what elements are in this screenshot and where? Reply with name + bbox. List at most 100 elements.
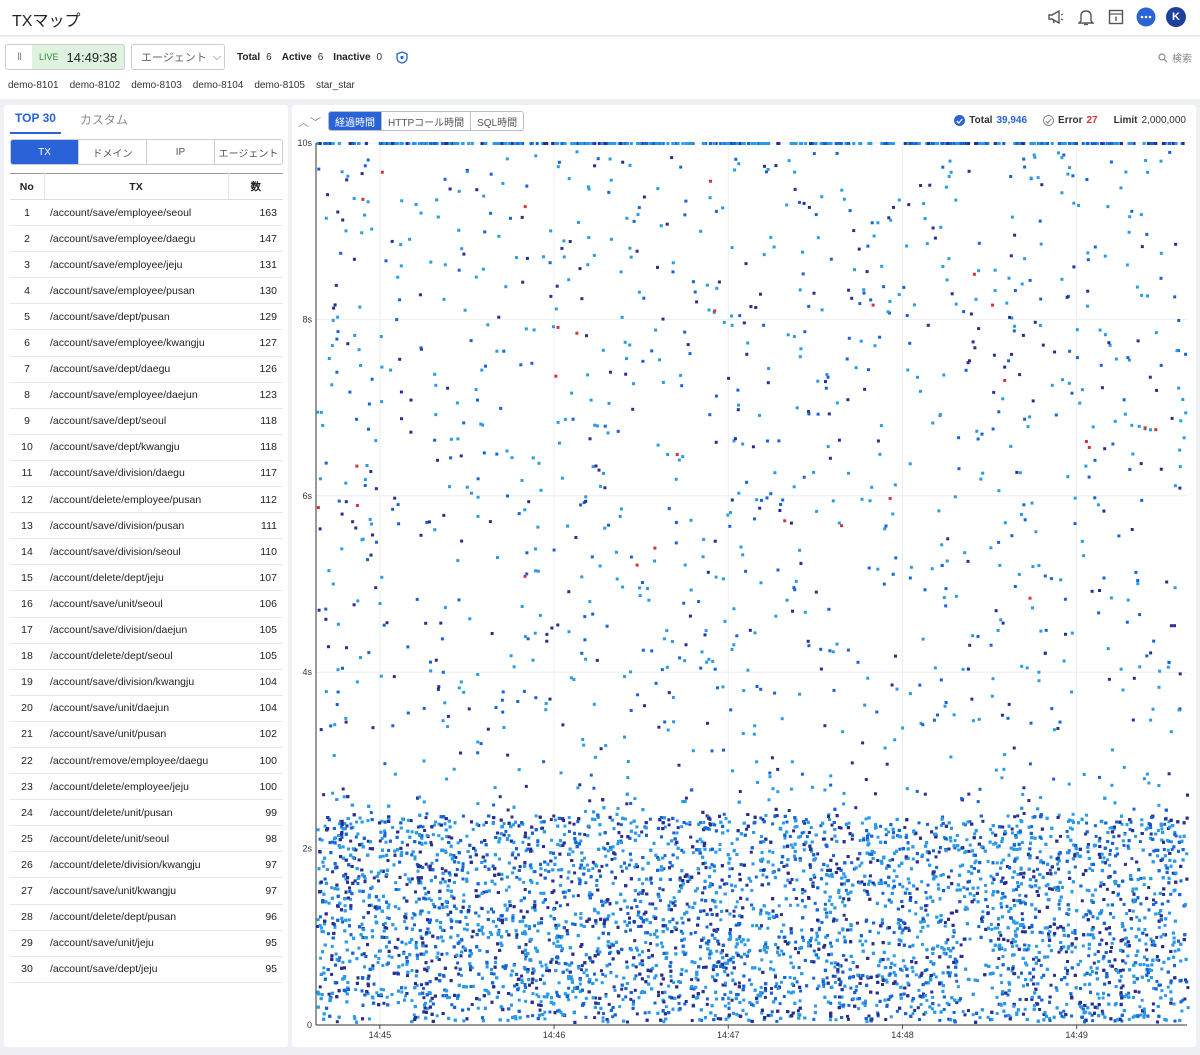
table-row[interactable]: 17/account/save/division/daejun 105: [10, 617, 283, 644]
tx-point: [403, 920, 407, 924]
table-row[interactable]: 8/account/save/employee/daejun 123: [10, 382, 283, 409]
search-button[interactable]: 検索: [1158, 50, 1192, 65]
column-header-count[interactable]: 数: [228, 173, 283, 200]
tx-point: [1151, 1009, 1155, 1013]
tx-point: [727, 1015, 731, 1019]
table-row[interactable]: 1/account/save/employee/seoul 163: [10, 199, 283, 227]
table-row[interactable]: 5/account/save/dept/pusan 129: [10, 303, 283, 331]
tx-point: [771, 850, 775, 854]
table-row[interactable]: 30/account/save/dept/jeju 95: [10, 956, 283, 983]
table-row[interactable]: 15/account/delete/dept/jeju 107: [10, 564, 283, 592]
table-row[interactable]: 3/account/save/employee/jeju 131: [10, 251, 283, 279]
tx-point: [630, 906, 634, 910]
tx-point: [921, 916, 925, 920]
mode-http-call[interactable]: HTTPコール時間: [382, 112, 472, 130]
table-row[interactable]: 26/account/delete/division/kwangju 97: [10, 851, 283, 879]
agent-dropdown[interactable]: エージェント ⌵: [131, 44, 225, 70]
table-row[interactable]: 7/account/save/dept/daegu 126: [10, 356, 283, 383]
agent-tag[interactable]: demo-8105: [254, 80, 305, 91]
agent-tag[interactable]: demo-8101: [8, 80, 59, 91]
table-row[interactable]: 9/account/save/dept/seoul 118: [10, 408, 283, 435]
tx-point: [1001, 955, 1005, 958]
table-row[interactable]: 18/account/delete/dept/seoul 105: [10, 643, 283, 670]
table-row[interactable]: 4/account/save/employee/pusan 130: [10, 277, 283, 305]
segment-domain[interactable]: ドメイン: [79, 140, 147, 164]
tx-point: [885, 980, 889, 984]
tx-point: [892, 869, 896, 873]
tx-point: [968, 820, 972, 824]
avatar[interactable]: K: [1166, 7, 1186, 27]
check-icon[interactable]: [954, 115, 966, 126]
tx-point: [917, 821, 921, 825]
table-row[interactable]: 6/account/save/employee/kwangju 127: [10, 329, 283, 357]
table-row[interactable]: 23/account/delete/employee/jeju 100: [10, 773, 283, 801]
segment-ip[interactable]: IP: [147, 140, 215, 164]
column-header-no[interactable]: No: [10, 173, 45, 200]
table-row[interactable]: 20/account/save/unit/daejun 104: [10, 695, 283, 722]
live-control[interactable]: II LIVE 14:49:38: [5, 44, 125, 70]
agent-tag[interactable]: star_star: [315, 80, 355, 91]
column-header-tx[interactable]: TX: [44, 173, 229, 200]
shield-icon[interactable]: [396, 51, 408, 64]
tx-point: [1000, 905, 1004, 909]
tx-point: [759, 868, 763, 872]
tx-point: [1163, 923, 1167, 927]
chat-icon[interactable]: [1136, 6, 1156, 28]
tx-point: [770, 987, 773, 990]
table-row[interactable]: 13/account/save/division/pusan 111: [10, 512, 283, 540]
mode-elapsed[interactable]: 経過時間: [329, 112, 382, 130]
table-row[interactable]: 14/account/save/division/seoul 110: [10, 538, 283, 566]
agent-tag[interactable]: demo-8103: [131, 80, 182, 91]
table-row[interactable]: 25/account/delete/unit/seoul 98: [10, 825, 283, 853]
table-row[interactable]: 10/account/save/dept/kwangju 118: [10, 434, 283, 461]
table-row[interactable]: 12/account/delete/employee/pusan 112: [10, 486, 283, 514]
tx-point: [1147, 979, 1151, 983]
tx-point: [471, 827, 475, 831]
tx-point: [445, 835, 449, 838]
tx-point: [1032, 957, 1035, 961]
tx-point: [909, 1005, 913, 1009]
tx-point: [446, 888, 450, 892]
agent-tag[interactable]: demo-8104: [192, 80, 244, 91]
mode-sql[interactable]: SQL時間: [477, 117, 518, 129]
segment-tx[interactable]: TX: [11, 140, 79, 164]
tx-point: [860, 861, 864, 865]
tx-point: [377, 879, 380, 883]
tx-point: [375, 991, 379, 995]
tx-point: [549, 818, 553, 822]
table-row[interactable]: 19/account/save/division/kwangju 104: [10, 669, 283, 696]
table-row[interactable]: 29/account/save/unit/jeju 95: [10, 930, 283, 957]
tx-point: [1094, 834, 1098, 838]
tx-point: [611, 881, 615, 885]
table-row[interactable]: 16/account/save/unit/seoul 106: [10, 590, 283, 618]
tx-point: [716, 927, 720, 931]
table-row[interactable]: 27/account/save/unit/kwangju 97: [10, 877, 283, 905]
tx-point: [628, 921, 631, 925]
tx-point: [1040, 931, 1044, 935]
tx-point: [844, 888, 848, 892]
tx-point: [764, 814, 768, 817]
segment-agent[interactable]: エージェント: [218, 148, 279, 160]
megaphone-icon[interactable]: [1046, 6, 1066, 28]
table-row[interactable]: 11/account/save/division/daegu 117: [10, 460, 283, 488]
bell-icon[interactable]: [1076, 6, 1096, 28]
table-row[interactable]: 21/account/save/unit/pusan 102: [10, 721, 283, 748]
tx-point: [684, 1000, 688, 1003]
tab-top30[interactable]: TOP 30: [10, 111, 61, 134]
error-check-icon[interactable]: [1043, 115, 1055, 126]
tx-point: [701, 891, 705, 895]
table-row[interactable]: 28/account/delete/dept/pusan 96: [10, 904, 283, 931]
notice-icon[interactable]: [1106, 6, 1126, 28]
pause-icon[interactable]: II: [16, 51, 22, 63]
table-row[interactable]: 22/account/remove/employee/daegu 100: [10, 747, 283, 775]
tx-point: [1065, 912, 1069, 916]
tx-point: [1157, 958, 1161, 962]
agent-tag[interactable]: demo-8102: [69, 80, 121, 91]
tx-point: [740, 888, 744, 892]
tx-point: [584, 996, 588, 1000]
collapse-arrows-icon[interactable]: ︿﹀: [298, 117, 322, 129]
table-row[interactable]: 24/account/delete/unit/pusan 99: [10, 799, 283, 827]
table-row[interactable]: 2/account/save/employee/daegu 147: [10, 225, 283, 253]
tab-custom[interactable]: カスタム: [79, 113, 128, 127]
